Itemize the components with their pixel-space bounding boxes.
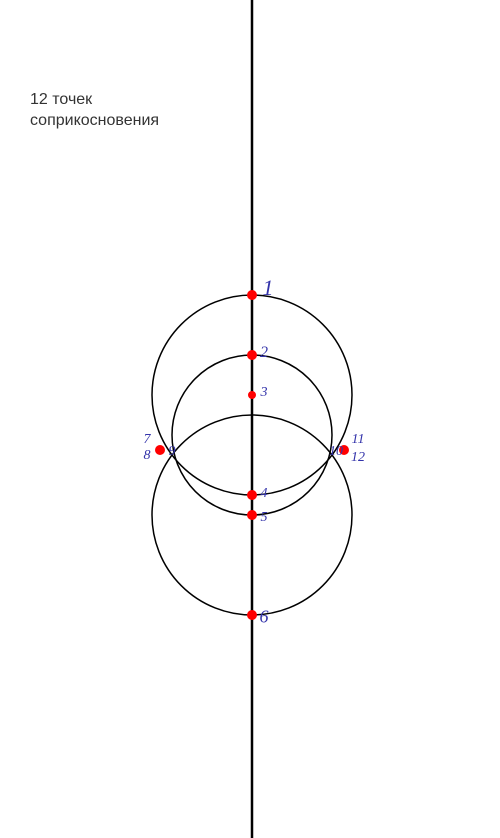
point-2 [247, 350, 257, 360]
point-1 [247, 290, 257, 300]
point-3 [248, 391, 256, 399]
point-5 [247, 510, 257, 520]
point-label-2: 2 [260, 344, 268, 362]
point-label-12: 12 [351, 450, 365, 466]
point-4 [247, 490, 257, 500]
geometry-diagram [0, 0, 500, 838]
point-label-10: 10 [329, 444, 343, 460]
point-left [155, 445, 165, 455]
point-label-9: 9 [169, 444, 176, 460]
point-label-4: 4 [261, 486, 268, 502]
point-label-6: 6 [260, 607, 269, 628]
point-6 [247, 610, 257, 620]
point-label-3: 3 [261, 385, 268, 401]
point-label-7: 7 [144, 432, 151, 448]
point-label-1: 1 [263, 275, 274, 301]
point-label-5: 5 [261, 510, 268, 526]
point-label-8: 8 [144, 448, 151, 464]
point-label-11: 11 [352, 432, 365, 448]
